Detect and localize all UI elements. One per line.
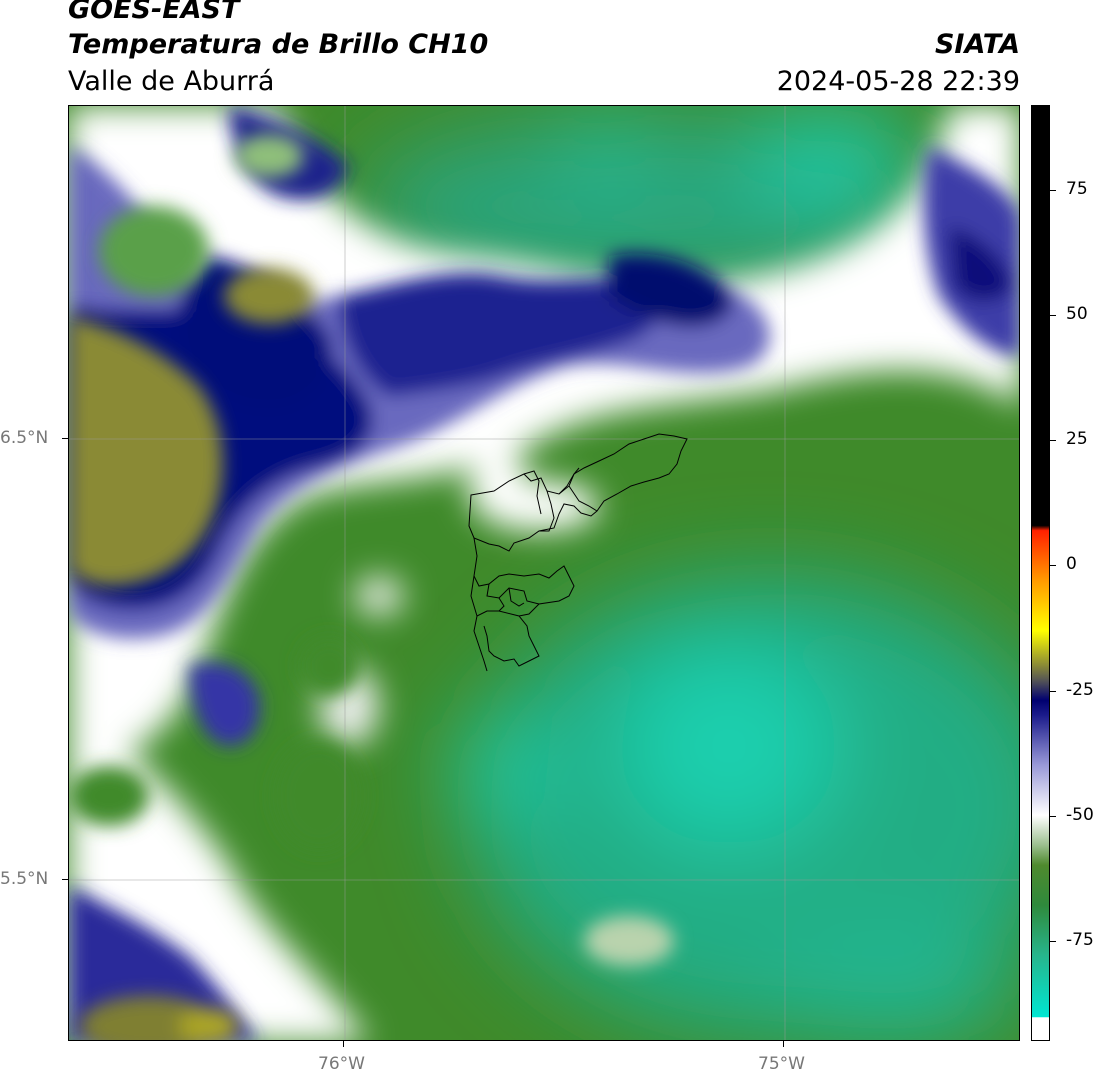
x-tick-label-76w: 76°W (318, 1054, 365, 1074)
product-title: Temperatura de Brillo CH10 (68, 29, 489, 60)
green-cloud-pockets (69, 134, 674, 966)
colorbar-tick-label: 25 (1066, 429, 1088, 450)
colorbar-tick-label: 75 (1066, 179, 1088, 200)
satellite-title: GOES-EAST (68, 0, 240, 25)
colorbar-tick-mark (1050, 315, 1056, 317)
boundary-line (558, 467, 580, 495)
colorbar-tick-mark (1050, 815, 1056, 817)
municipal-boundaries (468, 433, 688, 672)
boundary-line (473, 615, 488, 672)
x-tick-mark (343, 1041, 344, 1047)
brightness-temperature-field (69, 106, 1019, 1040)
colorbar-tick-label: 50 (1066, 304, 1088, 325)
colorbar-tick-label: -50 (1066, 804, 1094, 825)
colorbar-tick-label: -25 (1066, 679, 1094, 700)
colorbar-tick-mark (1050, 690, 1056, 692)
satellite-map[interactable] (68, 105, 1020, 1041)
colorbar-tick-label: -75 (1066, 929, 1094, 950)
boundary-line (539, 490, 555, 532)
datetime-label: 2024-05-28 22:39 (776, 66, 1020, 97)
boundary-line (508, 587, 525, 607)
y-tick-label-6-5n: 6.5°N (0, 428, 49, 448)
boundary-line (523, 470, 542, 515)
x-tick-mark (783, 1041, 784, 1047)
colorbar-tick-mark (1050, 565, 1056, 567)
central-municipalities-outline (473, 537, 575, 617)
colorbar (1031, 105, 1050, 1041)
olive-anvil-regions (69, 268, 314, 1040)
y-tick-mark (62, 879, 68, 880)
colorbar-tick-label: 0 (1066, 554, 1077, 575)
northern-municipalities-outline (468, 433, 688, 552)
region-label: Valle de Aburrá (68, 66, 275, 97)
institution-label: SIATA (934, 29, 1020, 60)
colorbar-tick-mark (1050, 440, 1056, 442)
southern-municipalities-outline (470, 575, 540, 667)
y-tick-mark (62, 438, 68, 439)
y-tick-label-5-5n: 5.5°N (0, 869, 49, 889)
grid-lines (69, 106, 1019, 1040)
x-tick-label-75w: 75°W (758, 1054, 805, 1074)
colorbar-tick-mark (1050, 190, 1056, 192)
boundary-line (568, 485, 598, 512)
colorbar-tick-mark (1050, 940, 1056, 942)
boundary-line (498, 597, 505, 612)
